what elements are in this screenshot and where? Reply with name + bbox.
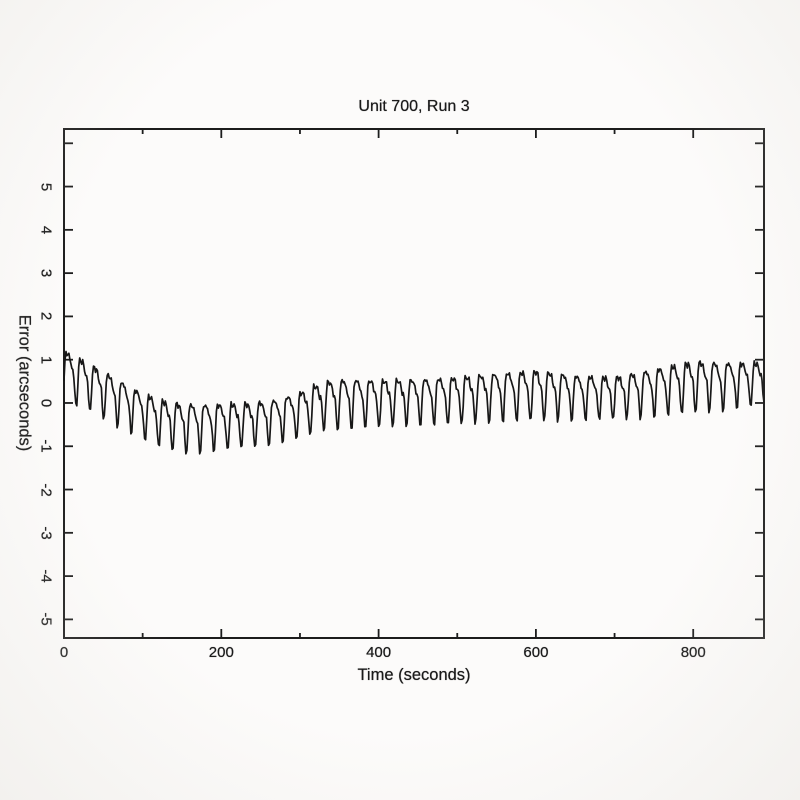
y-axis-label: Error (arcseconds) [15, 314, 34, 452]
x-tick-label: 0 [59, 644, 69, 661]
y-tick-label: 0 [37, 398, 55, 408]
chart-title: Unit 700, Run 3 [358, 98, 470, 115]
x-tick-label: 800 [680, 644, 706, 661]
y-tick-label: 1 [37, 355, 55, 364]
y-tick-label: 2 [37, 312, 55, 321]
y-tick-label: 3 [37, 268, 55, 278]
y-tick-label: 4 [37, 225, 55, 235]
y-tick-label: -4 [37, 569, 55, 583]
y-tick-label: -2 [37, 482, 55, 497]
x-tick-label: 200 [208, 644, 234, 661]
y-tick-label: -5 [37, 612, 55, 627]
error-series-line [63, 350, 765, 455]
x-axis-label: Time (seconds) [357, 666, 471, 684]
x-tick-label: 400 [366, 644, 392, 661]
plot-box [63, 128, 765, 639]
y-tick-label: -1 [37, 439, 55, 453]
y-tick-label: -3 [37, 526, 55, 540]
y-tick-label: 5 [37, 182, 55, 191]
x-tick-label: 600 [523, 644, 549, 661]
